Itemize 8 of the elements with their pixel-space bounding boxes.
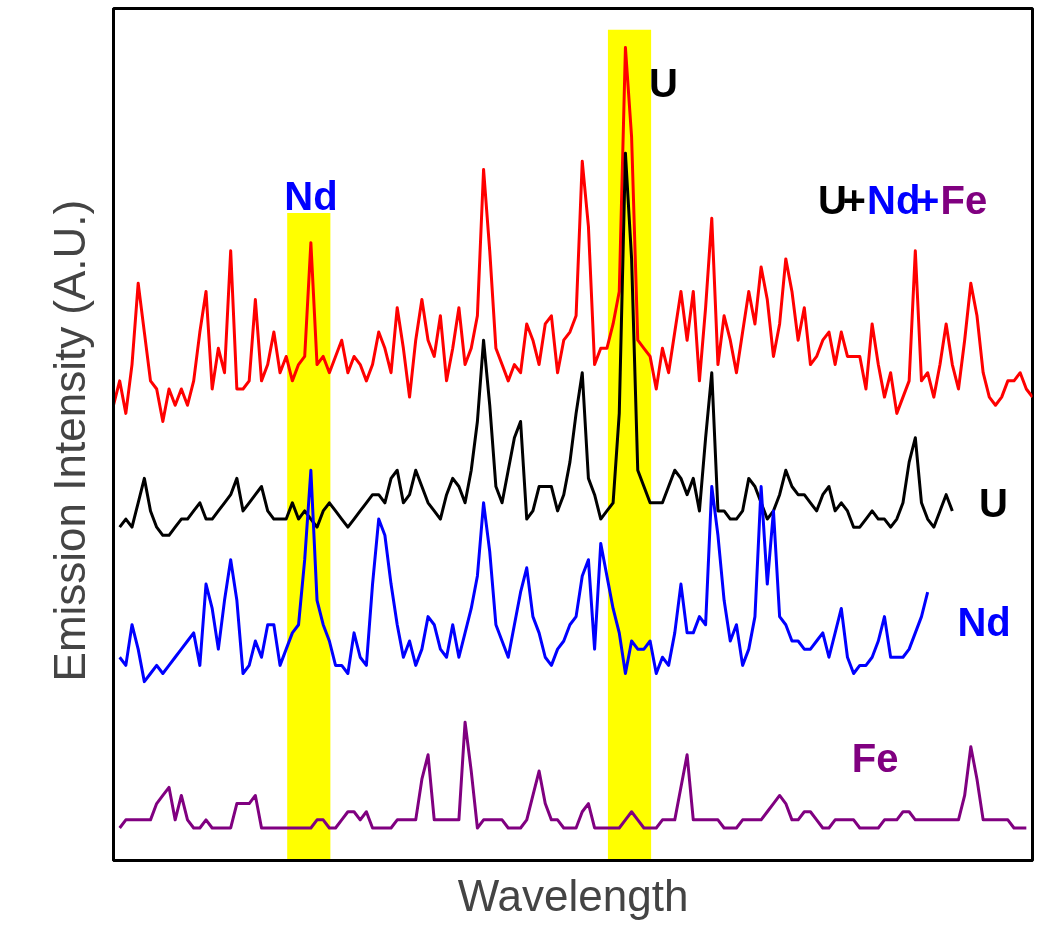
annotation: Nd [284, 173, 338, 218]
series-label: Fe [851, 736, 899, 781]
annotation: U [648, 60, 678, 105]
annotation: U+Nd+Fe [818, 178, 988, 223]
x-axis-title: Wavelength [457, 870, 689, 920]
series-label: Nd [957, 599, 1011, 644]
series-label: U [978, 480, 1008, 525]
y-axis-title: Emission Intensity (A.U.) [44, 199, 94, 682]
